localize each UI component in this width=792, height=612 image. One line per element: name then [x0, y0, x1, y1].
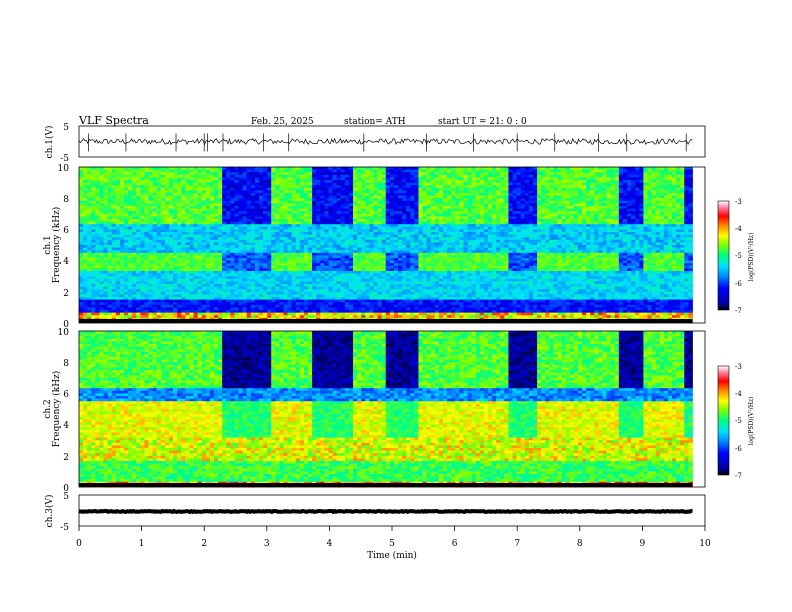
low-frequency-band — [79, 483, 693, 487]
ch1-spectrogram-image — [79, 167, 693, 324]
ch2-ylabel-channel: ch.2 — [43, 399, 53, 418]
x-axis-tick-label: 6 — [452, 539, 458, 549]
ch2-colorbar: -3 -4 -5 -6 -7 log(PSD)(V²/Hz) — [717, 363, 755, 480]
date-label: Feb. 25, 2025 — [251, 117, 314, 127]
ch1-ytick-0: 0 — [63, 320, 69, 330]
ch2-ytick-8: 8 — [63, 359, 69, 369]
x-axis-tick-label: 4 — [327, 539, 333, 549]
x-axis-tick-label: 7 — [514, 539, 520, 549]
ch1-colorbar-tick-m7: -7 — [735, 307, 742, 315]
ch1-colorbar-tick-m6: -6 — [735, 280, 742, 288]
ch3-ytick-bottom: -5 — [60, 523, 69, 533]
x-axis-tick-label: 10 — [699, 539, 711, 549]
x-axis-tick-label: 2 — [201, 539, 207, 549]
ch1-spectrogram-frame — [78, 166, 706, 324]
ch3-waveform-trace — [78, 508, 693, 515]
ch1-ytick-2: 2 — [63, 289, 69, 299]
start-time-label: start UT = 21: 0 : 0 — [438, 117, 527, 127]
figure-title: VLF Spectra — [78, 114, 149, 127]
ch1-ytick-6: 6 — [63, 226, 69, 236]
x-axis-tick-label: 1 — [139, 539, 145, 549]
ch2-ylabel-frequency: Frequency (kHz) — [51, 371, 62, 448]
ch1-waveform-frame — [78, 125, 706, 158]
x-axis-label: Time (min) — [367, 550, 417, 561]
ch1-ylabel-channel: ch.1 — [43, 235, 53, 254]
ch2-colorbar-gradient — [717, 365, 730, 476]
x-axis-tick-label: 5 — [389, 539, 395, 549]
ch2-ytick-6: 6 — [63, 390, 69, 400]
ch1-colorbar-tick-m3: -3 — [735, 198, 742, 206]
ch1-ytick-4: 4 — [63, 257, 69, 267]
ch3-waveform-panel: 5 -5 ch.3(V) — [44, 492, 706, 533]
station-label: station= ATH — [344, 117, 406, 127]
time-axis: 0 1 2 3 4 5 6 7 8 9 10 — [76, 526, 711, 549]
ch2-ytick-0: 0 — [63, 484, 69, 494]
ch1-colorbar-label: log(PSD)(V²/Hz) — [748, 233, 755, 282]
ch3-ylabel: ch.3(V) — [44, 495, 55, 528]
ch1-ytick-10: 10 — [58, 164, 70, 174]
ch2-ytick-10: 10 — [58, 328, 70, 338]
ch1-colorbar-gradient — [717, 200, 730, 311]
ch2-colorbar-tick-m6: -6 — [735, 445, 742, 453]
ch2-colorbar-label: log(PSD)(V²/Hz) — [748, 397, 755, 446]
x-axis-tick-label: 9 — [640, 539, 646, 549]
ch2-colorbar-tick-m3: -3 — [735, 363, 742, 371]
ch1-spectrogram-panel: 0 2 4 6 8 10 ch.1 Frequency (kHz) — [43, 164, 706, 330]
ch1-ylabel-frequency: Frequency (kHz) — [51, 207, 62, 284]
ch2-spectrogram-frame — [78, 330, 706, 488]
ch3-ytick-top: 5 — [63, 492, 69, 502]
x-axis-tick-label: 8 — [577, 539, 583, 549]
ch2-ytick-4: 4 — [63, 421, 69, 431]
ch1-colorbar-tick-m4: -4 — [735, 225, 742, 233]
ch1-waveform-panel: 5 -5 ch.1(V) — [44, 123, 706, 164]
ch1-colorbar: -3 -4 -5 -6 -7 log(PSD)(V²/Hz) — [717, 198, 755, 315]
ch2-colorbar-tick-m5: -5 — [735, 417, 742, 425]
ch2-colorbar-tick-m4: -4 — [735, 390, 742, 398]
ch1-ytick-8: 8 — [63, 195, 69, 205]
x-axis-tick-label: 3 — [264, 539, 270, 549]
low-frequency-band — [79, 319, 693, 323]
x-axis-tick-label: 0 — [76, 539, 82, 549]
ch1-ytick-top: 5 — [63, 123, 69, 133]
ch2-spectrogram-panel: 0 2 4 6 8 10 ch.2 Frequency (kHz) — [43, 328, 706, 494]
ch2-ytick-2: 2 — [63, 453, 69, 463]
ch2-spectrogram-image — [79, 331, 693, 488]
ch1-waveform-trace — [78, 137, 693, 146]
ch2-colorbar-tick-m7: -7 — [735, 472, 742, 480]
ch1-spikes — [88, 133, 687, 152]
ch1-ytick-bottom: -5 — [60, 154, 69, 164]
ch1-ylabel: ch.1(V) — [44, 126, 55, 159]
ch1-colorbar-tick-m5: -5 — [735, 252, 742, 260]
